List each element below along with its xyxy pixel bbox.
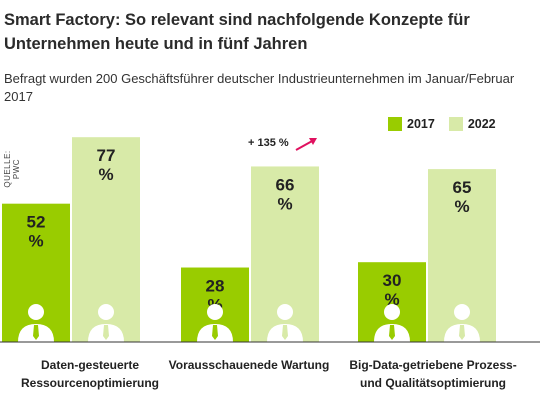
person-icon	[88, 304, 124, 342]
value-label-2017-0: 52	[27, 213, 46, 232]
category-label-0: Daten-gesteuerte Ressourcenoptimierung	[20, 358, 160, 390]
value-label-2017-2: 30	[383, 271, 402, 290]
legend: 2017 2022	[388, 117, 496, 131]
legend-item-2022: 2022	[448, 117, 496, 131]
chart-title: Smart Factory: So relevant sind nachfolg…	[4, 11, 470, 53]
legend-label-2022: 2022	[467, 117, 496, 131]
category-label-1: Vorausschauenede Wartung	[168, 358, 330, 372]
person-icon	[197, 304, 233, 342]
value-label-unit-2022-0: %	[98, 165, 113, 184]
chart-subtitle: Befragt wurden 200 Geschäftsführer deuts…	[4, 71, 515, 104]
value-label-2017-1: 28	[206, 277, 225, 296]
value-label-2022-2: 65	[453, 178, 472, 197]
value-label-unit-2017-2: %	[384, 290, 399, 309]
value-label-unit-2022-1: %	[277, 194, 292, 213]
arrow-icon	[295, 138, 317, 151]
value-label-unit-2017-0: %	[28, 232, 43, 251]
change-annotation: + 135 %	[248, 137, 289, 149]
value-label-unit-2022-2: %	[454, 197, 469, 216]
value-label-2022-0: 77	[97, 146, 116, 165]
legend-swatch-2017	[388, 117, 402, 131]
person-icon	[18, 304, 54, 342]
legend-item-2017: 2017	[388, 117, 435, 131]
legend-label-2017: 2017	[407, 117, 435, 131]
person-icon	[374, 304, 410, 342]
person-icon	[444, 304, 480, 342]
value-label-2022-1: 66	[276, 175, 295, 194]
legend-swatch-2022	[448, 117, 463, 131]
person-icon	[267, 304, 303, 342]
category-label-2: Big-Data-getriebene Prozess- und Qualitä…	[349, 358, 517, 390]
